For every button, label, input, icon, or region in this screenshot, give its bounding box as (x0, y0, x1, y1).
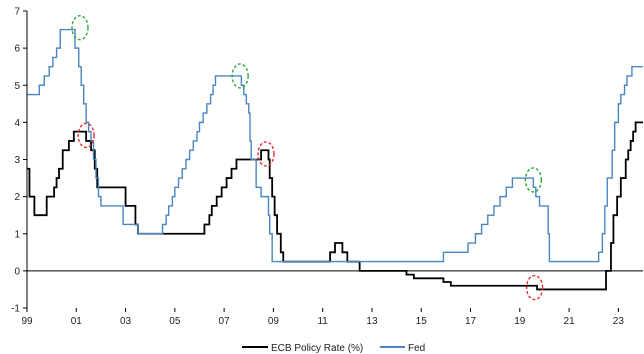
x-tick-label: 23 (613, 316, 625, 327)
x-tick-label: 99 (21, 316, 33, 327)
annotation-ellipse (231, 63, 249, 89)
annotation-ellipse (524, 167, 543, 193)
y-tick-label: 6 (14, 44, 20, 55)
annotation-ellipse (77, 122, 95, 149)
x-tick-label: 03 (120, 316, 132, 327)
annotation-ellipse (257, 141, 275, 167)
series-line-ecb (27, 121, 643, 291)
y-tick-label: 7 (14, 7, 20, 18)
y-tick-label: 3 (14, 155, 20, 166)
annotation-ellipse (525, 274, 544, 301)
y-tick-label: 0 (14, 266, 20, 277)
y-tick-label: 5 (14, 81, 20, 92)
x-tick-label: 05 (169, 316, 181, 327)
x-tick-label: 21 (564, 316, 576, 327)
x-tick-label: 01 (71, 316, 83, 327)
legend: ECB Policy Rate (%) Fed (242, 343, 425, 354)
y-axis-ticks: -1 0 1 2 3 4 5 6 7 (11, 7, 27, 315)
legend-label-ecb: ECB Policy Rate (%) (271, 343, 363, 354)
annotation-ellipse (71, 15, 89, 41)
plot-lines (27, 28, 643, 291)
series-line-fed (27, 28, 643, 263)
y-tick-label: 1 (14, 229, 20, 240)
legend-label-fed: Fed (408, 343, 425, 354)
x-axis-ticks: 99 01 03 05 07 09 11 13 15 17 19 21 23 (21, 308, 624, 327)
x-tick-label: 09 (268, 316, 280, 327)
x-tick-label: 17 (465, 316, 477, 327)
x-tick-label: 11 (317, 316, 328, 327)
x-tick-label: 13 (366, 316, 378, 327)
y-tick-label: -1 (11, 304, 20, 315)
annotations (71, 15, 544, 301)
y-tick-label: 4 (14, 118, 20, 129)
x-tick-label: 07 (219, 316, 231, 327)
y-tick-label: 2 (14, 192, 20, 203)
x-tick-label: 19 (514, 316, 526, 327)
x-tick-label: 15 (416, 316, 428, 327)
